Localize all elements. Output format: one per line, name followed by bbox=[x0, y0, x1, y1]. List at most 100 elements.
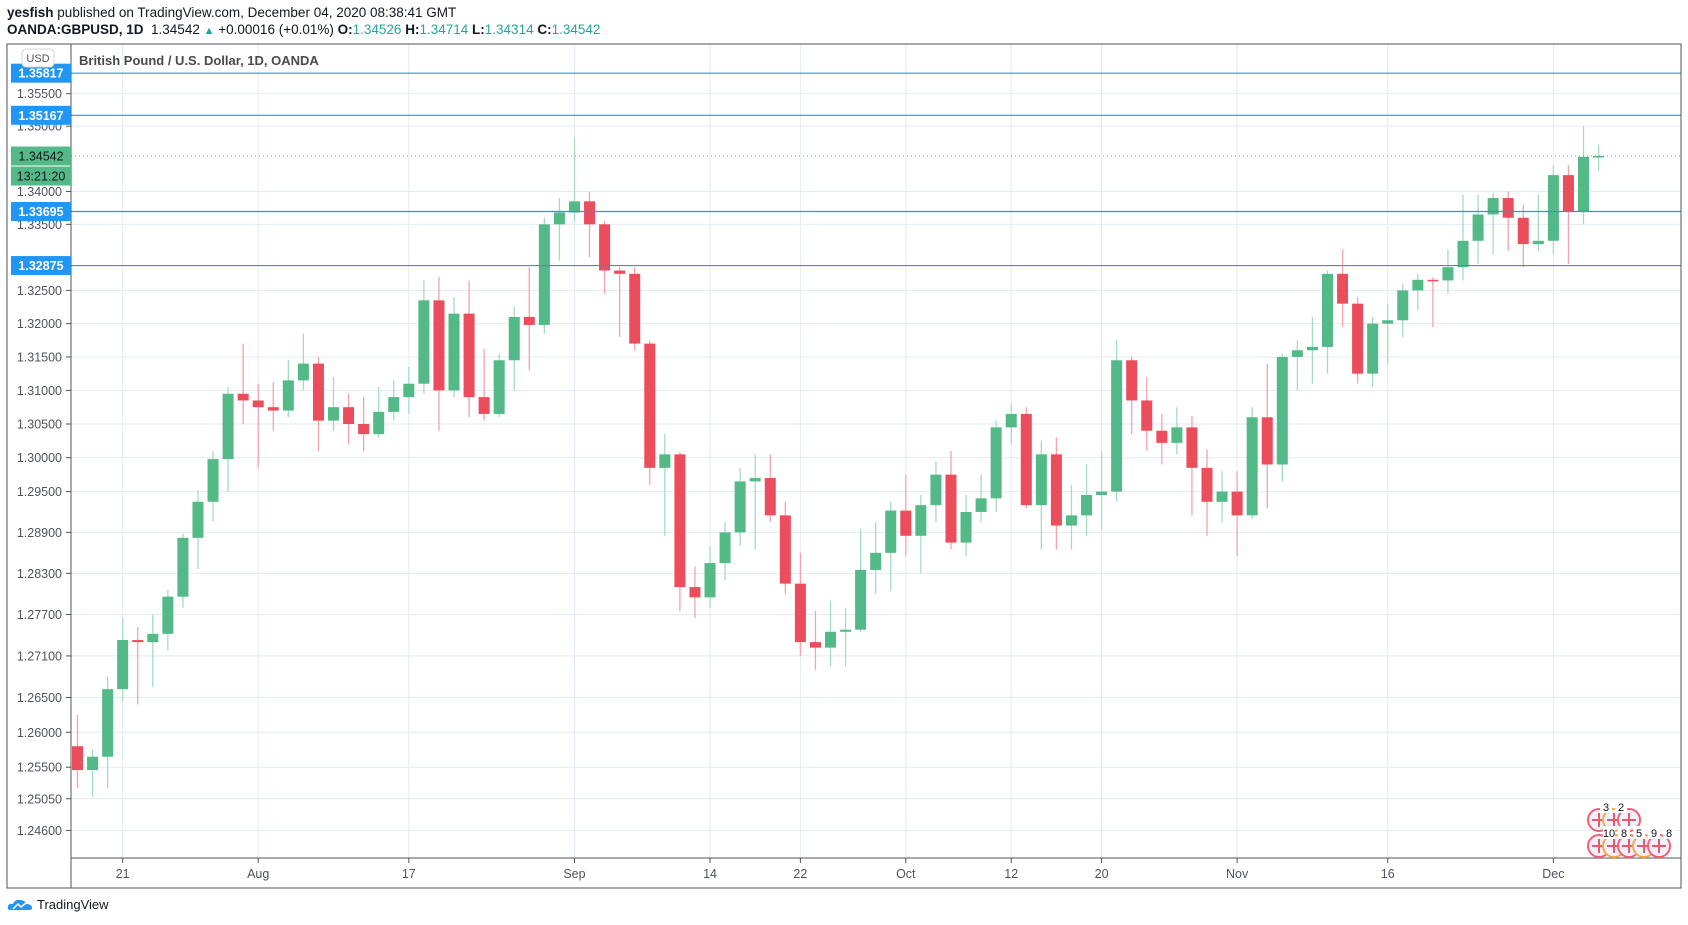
currency-button[interactable]: USD bbox=[21, 48, 55, 68]
candle-body bbox=[1367, 323, 1379, 374]
candle-body bbox=[1547, 175, 1559, 241]
event-count-bg bbox=[1600, 800, 1612, 813]
candle-body bbox=[809, 642, 821, 648]
candle-body bbox=[388, 397, 400, 412]
candle bbox=[809, 611, 821, 670]
candle-body bbox=[237, 393, 249, 401]
candle bbox=[1126, 356, 1138, 435]
candle bbox=[825, 600, 836, 667]
candle-body bbox=[1321, 273, 1333, 347]
candle-body bbox=[1126, 360, 1138, 401]
grid bbox=[71, 44, 1681, 858]
candle-body bbox=[478, 397, 490, 414]
candle-body bbox=[1231, 491, 1243, 516]
symbol-legend: OANDA:GBPUSD, 1D 1.34542 ▲ +0.00016 (+0.… bbox=[7, 22, 600, 37]
price-tick-label: 1.26500 bbox=[17, 691, 62, 705]
candle-body bbox=[448, 313, 460, 391]
candle bbox=[282, 360, 294, 418]
candle bbox=[1367, 316, 1379, 388]
time-tick-label: Aug bbox=[247, 867, 269, 881]
candle bbox=[237, 343, 249, 425]
candle-body bbox=[1050, 454, 1062, 526]
event-count: 3 bbox=[1603, 802, 1609, 814]
price-tick-label: 1.30000 bbox=[17, 451, 62, 465]
candle bbox=[674, 452, 686, 612]
candle bbox=[72, 714, 83, 789]
candle bbox=[553, 198, 565, 261]
candle-body bbox=[1111, 360, 1123, 492]
candle bbox=[1261, 363, 1273, 509]
candle-body bbox=[523, 316, 535, 325]
candle-body bbox=[1156, 430, 1168, 443]
candle bbox=[764, 454, 776, 523]
price-tick-label: 1.28300 bbox=[17, 567, 62, 581]
horizontal-line-price-label: 1.35817 bbox=[18, 67, 63, 81]
candle-body bbox=[915, 505, 927, 536]
currency-label: USD bbox=[26, 53, 49, 65]
candle bbox=[1578, 126, 1589, 225]
event-count-bg bbox=[1633, 826, 1645, 839]
event-count: 2 bbox=[1618, 802, 1624, 814]
candle-body bbox=[1412, 279, 1424, 291]
time-tick-label: 12 bbox=[1004, 867, 1018, 881]
candle-body bbox=[990, 427, 1002, 499]
event-count: 10 bbox=[1603, 828, 1615, 840]
candle-body bbox=[297, 363, 309, 381]
candle bbox=[1156, 413, 1168, 465]
time-axis[interactable]: 21 Aug 17 Sep 14 22 Oct 12 20 Nov 16 Dec bbox=[116, 858, 1565, 881]
cloud-logo-icon bbox=[7, 899, 32, 910]
price-tick-label: 1.28900 bbox=[17, 526, 62, 540]
event-count-bg bbox=[1603, 826, 1615, 839]
candle-body bbox=[1352, 303, 1364, 374]
low-label: L: bbox=[472, 22, 485, 37]
candle-body bbox=[599, 224, 611, 271]
candle bbox=[629, 267, 641, 351]
candle bbox=[207, 450, 219, 522]
candle-body bbox=[1096, 491, 1108, 495]
candle bbox=[900, 474, 912, 557]
candle-body bbox=[794, 583, 806, 643]
candle bbox=[1382, 303, 1394, 364]
candle bbox=[418, 280, 430, 394]
candle-body bbox=[870, 552, 882, 570]
candle-body bbox=[855, 569, 867, 630]
candle bbox=[1216, 471, 1228, 523]
candle-body bbox=[749, 478, 761, 482]
brand-name: TradingView bbox=[37, 897, 109, 912]
candle-body bbox=[1532, 240, 1544, 245]
candle bbox=[749, 454, 761, 550]
candle bbox=[297, 333, 309, 391]
up-triangle-icon: ▲ bbox=[203, 25, 215, 37]
candle bbox=[584, 191, 596, 258]
candle bbox=[689, 566, 701, 618]
candle bbox=[1397, 283, 1409, 337]
close-value: 1.34542 bbox=[551, 22, 601, 37]
candle-body bbox=[900, 510, 912, 536]
last-price-tag bbox=[11, 146, 71, 166]
candle bbox=[1306, 316, 1318, 384]
time-tick-label: 14 bbox=[703, 867, 717, 881]
candle bbox=[1186, 415, 1198, 516]
price-axis[interactable]: 1.355001.350001.340001.335001.325001.320… bbox=[17, 87, 71, 838]
candle bbox=[1593, 144, 1605, 171]
candle-body bbox=[553, 212, 565, 225]
horizontal-line-price-label: 1.32875 bbox=[18, 259, 63, 273]
candle bbox=[840, 607, 852, 667]
price-tick-label: 1.35500 bbox=[17, 87, 62, 101]
candle bbox=[1532, 194, 1544, 251]
high-label: H: bbox=[405, 22, 420, 37]
time-tick-label: Sep bbox=[563, 867, 585, 881]
candle bbox=[102, 676, 114, 789]
candle-body bbox=[584, 201, 596, 225]
candle bbox=[538, 217, 550, 334]
candle-body bbox=[1517, 217, 1529, 245]
author-name[interactable]: yesfish bbox=[7, 5, 54, 20]
candle bbox=[373, 387, 385, 438]
price-labels: 1.35817 1.35167 1.33695 1.32875 1.34542 13:21… bbox=[11, 63, 71, 276]
candle bbox=[945, 450, 957, 550]
economic-events[interactable]: 3 210 8 5 9 8 bbox=[1587, 800, 1675, 858]
low-value: 1.34314 bbox=[484, 22, 534, 37]
candle-body bbox=[1276, 356, 1288, 465]
tradingview-logo[interactable]: TradingView bbox=[7, 897, 109, 912]
